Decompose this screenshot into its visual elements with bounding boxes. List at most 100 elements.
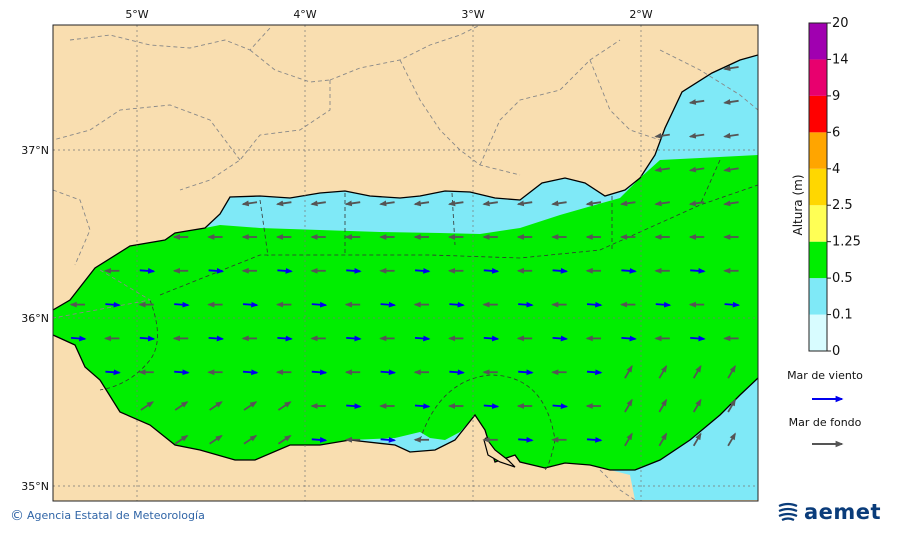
- swell-arrow: [243, 435, 258, 445]
- swell-arrow: [209, 401, 223, 411]
- swell-arrow: [174, 401, 189, 411]
- wind-sea-arrow: [208, 335, 225, 342]
- swell-arrow: [658, 364, 668, 379]
- wind-sea-arrow: [380, 369, 397, 376]
- wind-sea-arrow: [380, 437, 397, 443]
- swell-arrow: [447, 200, 464, 207]
- legend-swell-label: Mar de fondo: [789, 416, 862, 429]
- aemet-logo: aemet: [776, 500, 881, 524]
- colorbar-tick-label: 9: [832, 89, 840, 104]
- wind-sea-arrow: [380, 301, 397, 308]
- wind-sea-arrow: [483, 268, 500, 274]
- lon-label-4w: 4°W: [293, 8, 316, 21]
- colorbar-bin: [809, 23, 827, 60]
- wind-sea-arrow: [724, 301, 741, 308]
- swell-arrow: [174, 435, 189, 445]
- swell-arrow: [654, 200, 670, 207]
- swell-arrow: [723, 99, 739, 105]
- swell-arrow: [140, 401, 154, 411]
- colorbar-tick-label: 1.25: [832, 235, 861, 250]
- colorbar-title: Altura (m): [791, 174, 805, 235]
- swell-arrow: [692, 432, 702, 447]
- colorbar-frame: [808, 22, 828, 352]
- wind-sea-arrow: [621, 335, 637, 342]
- swell-arrow: [688, 200, 705, 207]
- colorbar-tick-label: 0.1: [832, 308, 853, 323]
- colorbar-tick-label: 2.5: [832, 198, 853, 213]
- swell-arrow: [624, 364, 633, 379]
- wind-sea-arrow: [174, 369, 190, 376]
- wind-sea-arrow: [414, 335, 431, 342]
- wind-sea-arrow: [586, 437, 603, 443]
- wind-sea-arrow: [346, 268, 362, 274]
- sea-moderate-area: [53, 155, 758, 470]
- south-coastline: [53, 334, 758, 471]
- colorbar-bin: [809, 314, 827, 351]
- aemet-swirl-icon: [778, 502, 798, 522]
- swell-arrow: [585, 200, 602, 207]
- swell-arrow: [241, 200, 258, 207]
- swell-arrow: [688, 132, 705, 139]
- colorbar: 0 0.1 0.5 1.25 2.5 4 6 9 14 20: [808, 16, 861, 359]
- swell-arrow: [727, 432, 736, 447]
- north-coastline: [53, 54, 758, 311]
- wind-sea-arrow: [586, 369, 603, 376]
- swell-arrow: [692, 398, 702, 413]
- lat-label-36n: 36°N: [21, 312, 49, 325]
- arrow-legend: Mar de viento Mar de fondo: [787, 369, 863, 448]
- wind-sea-arrow: [552, 403, 569, 409]
- wind-sea-arrow: [518, 369, 534, 376]
- swell-arrow: [551, 200, 567, 207]
- swell-arrow: [654, 166, 670, 173]
- lat-label-35n: 35°N: [21, 480, 49, 493]
- wind-sea-arrow: [311, 437, 328, 443]
- swell-arrow: [243, 401, 258, 411]
- swell-arrow: [310, 200, 326, 207]
- lon-label-5w: 5°W: [125, 8, 148, 21]
- wind-sea-arrow: [346, 403, 362, 409]
- wind-sea-arrow: [105, 369, 121, 376]
- swell-arrow: [688, 99, 705, 105]
- wind-sea-arrow: [483, 403, 500, 409]
- graticule: [53, 25, 758, 501]
- wind-sea-arrow: [414, 403, 431, 409]
- swell-arrow: [723, 65, 739, 72]
- wind-sea-arrow: [552, 335, 569, 342]
- wind-sea-arrow: [449, 369, 465, 376]
- colorbar-bin: [809, 278, 827, 315]
- colorbar-tick-label: 20: [832, 16, 849, 31]
- wind-sea-arrow: [690, 335, 706, 342]
- wind-sea-arrow: [483, 335, 500, 342]
- wind-sea-arrow: [174, 301, 190, 308]
- colorbar-tick-label: 0.5: [832, 271, 853, 286]
- wind-sea-arrow: [655, 301, 672, 308]
- swell-arrow: [482, 200, 498, 207]
- map-frame: [52, 24, 759, 502]
- colorbar-bin: [809, 205, 827, 242]
- wind-sea-arrow: [139, 335, 156, 342]
- swell-arrow: [727, 364, 736, 379]
- wind-sea-arrow: [311, 369, 328, 376]
- credit-text: Agencia Estatal de Meteorología: [27, 509, 205, 522]
- colorbar-bin: [809, 168, 827, 206]
- colorbar-bin: [809, 95, 827, 133]
- wind-sea-arrow: [277, 335, 293, 342]
- swell-arrow: [723, 166, 739, 173]
- lon-label-2w: 2°W: [629, 8, 652, 21]
- legend-wind-sea-label: Mar de viento: [787, 369, 863, 382]
- wind-sea-arrow: [242, 369, 259, 376]
- swell-arrow: [723, 200, 739, 207]
- wind-sea-arrow: [621, 268, 637, 274]
- swell-arrow: [658, 398, 668, 413]
- land-borders: [53, 25, 758, 501]
- swell-arrow: [275, 200, 292, 207]
- colorbar-tick-label: 14: [832, 52, 849, 67]
- swell-arrow: [209, 435, 223, 445]
- wind-sea-arrow: [518, 437, 534, 443]
- colorbar-bin: [809, 241, 827, 279]
- wind-sea-arrow: [586, 301, 603, 308]
- copyright-icon: ©: [10, 508, 24, 524]
- lat-label-37n: 37°N: [21, 144, 49, 157]
- colorbar-tick-label: 4: [832, 162, 840, 177]
